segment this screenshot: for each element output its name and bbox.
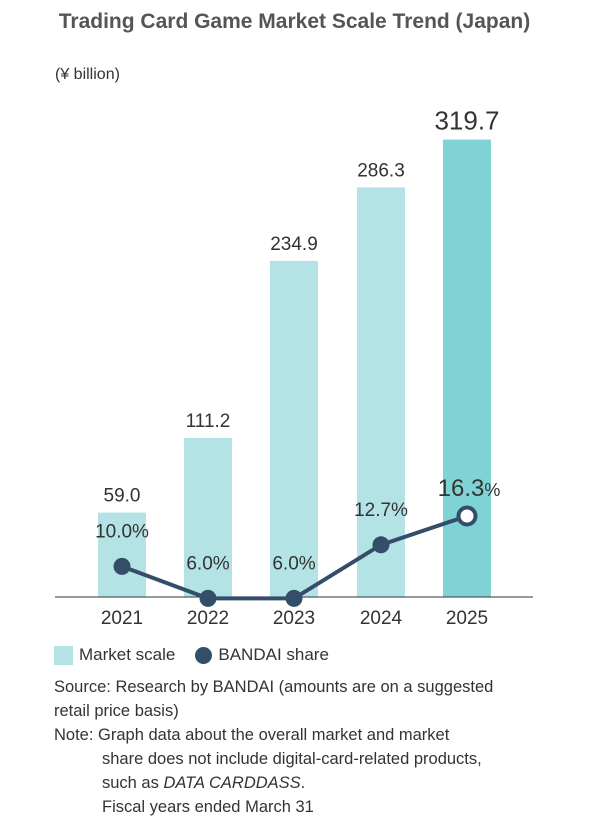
share-value-label-2023: 6.0% (272, 553, 315, 574)
legend: Market scale BANDAI share (54, 645, 329, 665)
bar-2021 (98, 512, 146, 597)
bar-value-label-2025: 319.7 (434, 106, 499, 136)
legend-line-marker (195, 646, 213, 664)
share-value-label-2024: 12.7% (354, 500, 408, 521)
share-value-label-2025: 16.3% (438, 475, 501, 502)
bar-2025 (443, 139, 491, 598)
bar-2024 (357, 187, 405, 597)
note-line-4: Fiscal years ended March 31 (102, 798, 314, 816)
x-tick-label-2024: 2024 (360, 608, 403, 629)
bar-value-label-2022: 111.2 (186, 411, 231, 432)
note-text-3: such as (102, 774, 164, 792)
note-text-1: Graph data about the overall market and … (98, 726, 450, 744)
note-line-2: share does not include digital-card-rela… (102, 750, 482, 768)
unit-label: (¥ billion) (55, 66, 120, 83)
share-value-label-2021: 10.0% (95, 521, 149, 542)
bar-2022 (184, 437, 232, 597)
note-line-1: Note: Graph data about the overall marke… (54, 723, 574, 747)
x-tick-label-2025: 2025 (446, 608, 488, 629)
share-marker-2021 (113, 557, 131, 575)
share-marker-2023 (285, 589, 303, 607)
share-marker-2022 (199, 589, 217, 607)
x-tick-label-2021: 2021 (101, 608, 143, 629)
legend-bar-swatch (54, 645, 73, 665)
notes: Source: Research by BANDAI (amounts are … (54, 675, 574, 819)
x-tick-label-2023: 2023 (273, 608, 315, 629)
bar-value-label-2021: 59.0 (104, 486, 141, 507)
note-prefix: Note: (54, 726, 99, 744)
bar-2023 (270, 260, 318, 597)
source-note-cont: retail price basis) (54, 702, 179, 720)
chart-title: Trading Card Game Market Scale Trend (Ja… (58, 10, 531, 33)
note-text-3-end: . (300, 774, 306, 792)
chart-area: 2021 2022 2023 2024 2025 59.0 111.2 234.9 286.3 3… (55, 106, 533, 629)
share-marker-2025 (456, 505, 478, 527)
share-marker-2024 (372, 536, 390, 554)
x-tick-label-2022: 2022 (187, 608, 229, 629)
source-note: Source: Research by BANDAI (amounts are … (54, 678, 494, 696)
bar-value-label-2023: 234.9 (270, 234, 318, 255)
note-product-name: DATA CARDDASS (163, 774, 301, 792)
note-line-3: such as DATA CARDDASS. (54, 771, 574, 795)
bar-value-label-2024: 286.3 (357, 160, 405, 181)
share-value-label-2022: 6.0% (186, 553, 229, 574)
legend-bar-label: Market scale (79, 645, 176, 664)
legend-line-label: BANDAI share (218, 645, 329, 664)
